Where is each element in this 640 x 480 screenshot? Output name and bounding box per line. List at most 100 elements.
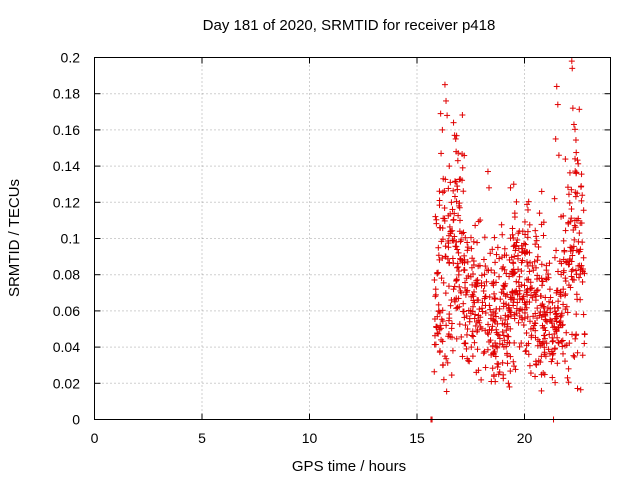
data-point xyxy=(486,302,493,309)
data-point xyxy=(556,319,563,326)
data-point xyxy=(513,239,520,246)
data-point xyxy=(503,327,510,334)
data-point xyxy=(553,310,560,317)
data-point xyxy=(447,228,454,235)
data-point xyxy=(504,291,511,298)
data-point xyxy=(520,322,527,329)
data-point xyxy=(574,349,581,356)
data-point xyxy=(437,347,444,354)
data-point xyxy=(474,346,481,353)
data-point xyxy=(521,218,528,225)
data-point xyxy=(479,299,486,306)
data-point xyxy=(565,219,572,226)
data-point xyxy=(533,237,540,244)
data-point xyxy=(481,282,488,289)
data-point xyxy=(475,367,482,374)
data-point xyxy=(572,335,579,342)
data-point xyxy=(494,344,501,351)
data-point xyxy=(548,358,555,365)
data-point xyxy=(477,314,484,321)
data-point xyxy=(480,287,487,294)
data-point xyxy=(467,273,474,280)
data-point xyxy=(551,331,558,338)
data-point xyxy=(575,160,582,167)
data-point xyxy=(501,252,508,259)
data-point xyxy=(522,231,529,238)
data-point xyxy=(570,352,577,359)
data-point xyxy=(541,308,548,315)
data-point xyxy=(576,230,583,237)
y-axis-label: SRMTID / TECUs xyxy=(6,179,23,297)
data-point xyxy=(453,305,460,312)
data-point xyxy=(507,353,514,360)
data-point xyxy=(436,326,443,333)
data-point xyxy=(535,243,542,250)
data-point xyxy=(573,169,580,176)
data-point xyxy=(530,325,537,332)
data-point xyxy=(555,324,562,331)
data-point xyxy=(437,110,444,117)
data-point xyxy=(453,178,460,185)
data-point xyxy=(534,342,541,349)
data-point xyxy=(564,184,571,191)
data-point xyxy=(538,387,545,394)
data-point xyxy=(437,224,444,231)
data-point xyxy=(474,328,481,335)
data-point xyxy=(499,359,506,366)
data-point xyxy=(500,263,507,270)
data-point xyxy=(432,213,439,220)
data-point xyxy=(577,220,584,227)
data-point xyxy=(528,334,535,341)
grid-layer xyxy=(94,57,611,420)
data-point xyxy=(569,65,576,72)
data-point xyxy=(566,199,573,206)
data-point xyxy=(458,333,465,340)
data-point xyxy=(439,189,446,196)
data-point xyxy=(516,312,523,319)
data-point xyxy=(453,132,460,139)
data-point xyxy=(551,323,558,330)
data-point xyxy=(572,137,579,144)
data-point xyxy=(498,289,505,296)
data-point xyxy=(443,322,450,329)
data-point xyxy=(560,301,567,308)
data-point xyxy=(478,272,485,279)
data-point xyxy=(541,371,548,378)
y-tick-label: 0.04 xyxy=(53,339,80,355)
data-point xyxy=(537,292,544,299)
data-point xyxy=(519,257,526,264)
data-point xyxy=(434,313,441,320)
data-point xyxy=(499,231,506,238)
data-point xyxy=(524,262,531,269)
data-point xyxy=(497,315,504,322)
data-point xyxy=(515,245,522,252)
data-point xyxy=(568,186,575,193)
data-point xyxy=(454,157,461,164)
data-point xyxy=(545,271,552,278)
data-point xyxy=(564,309,571,316)
data-point xyxy=(466,358,473,365)
data-point xyxy=(496,369,503,376)
data-point xyxy=(574,157,581,164)
data-point xyxy=(453,198,460,205)
data-point xyxy=(471,315,478,322)
data-point xyxy=(482,364,489,371)
data-point xyxy=(506,383,513,390)
data-point xyxy=(453,335,460,342)
data-point xyxy=(491,317,498,324)
data-point xyxy=(476,262,483,269)
data-point xyxy=(439,307,446,314)
data-point xyxy=(554,360,561,367)
data-point xyxy=(440,376,447,383)
data-point xyxy=(461,252,468,259)
data-point xyxy=(470,258,477,265)
data-point xyxy=(448,372,455,379)
data-point xyxy=(573,271,580,278)
data-point xyxy=(492,259,499,266)
data-point xyxy=(446,163,453,170)
data-point xyxy=(454,186,461,193)
data-point xyxy=(524,286,531,293)
data-point xyxy=(559,322,566,329)
data-point xyxy=(462,322,469,329)
data-point xyxy=(521,315,528,322)
